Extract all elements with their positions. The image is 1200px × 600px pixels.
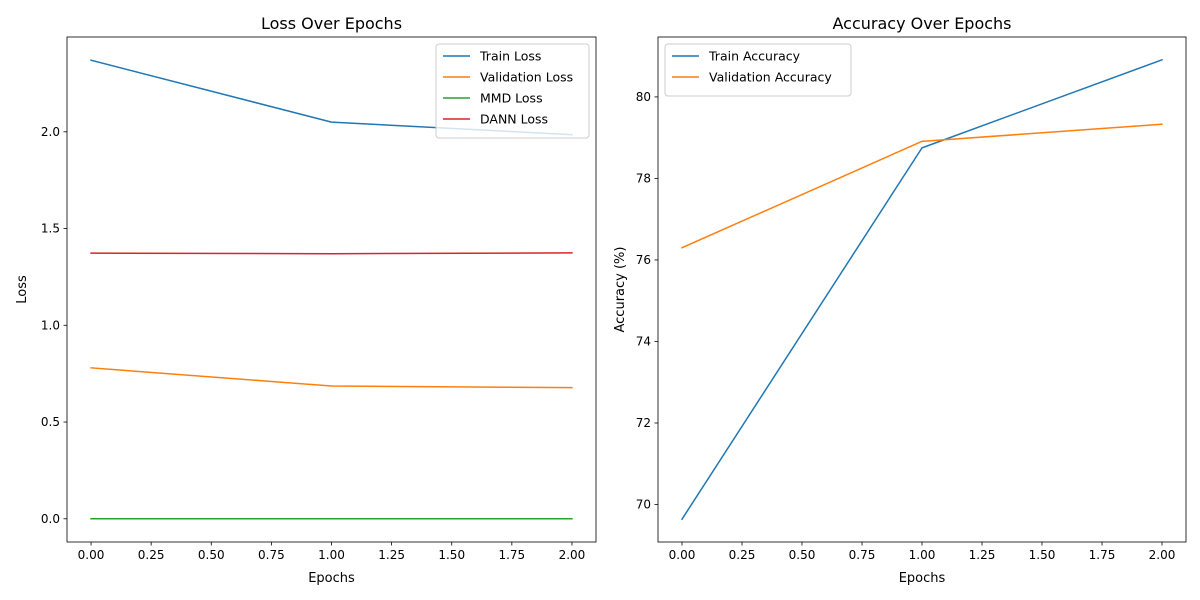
chart-2-x-tick-label: 1.25 bbox=[969, 548, 996, 562]
chart-2-x-tick-label: 0.75 bbox=[849, 548, 876, 562]
chart-1-legend-label: Validation Loss bbox=[480, 70, 573, 85]
chart-1-legend: Train Loss Validation Loss MMD Loss DANN Lo… bbox=[435, 43, 590, 139]
chart-2-y-tick-label: 78 bbox=[636, 171, 651, 185]
chart-1-y-tick-label: 2.0 bbox=[41, 125, 60, 139]
chart-2-y-tick-label: 72 bbox=[636, 416, 651, 430]
chart-2-legend-box bbox=[664, 43, 852, 97]
chart-1-series-line-4 bbox=[90, 252, 573, 255]
chart-1-x-tick-label: 0.00 bbox=[78, 548, 105, 562]
chart-2-x-tick-label: 0.25 bbox=[729, 548, 756, 562]
chart-2-x-tick-label: 1.50 bbox=[1029, 548, 1056, 562]
chart-1-x-tick-label: 0.50 bbox=[198, 548, 225, 562]
chart-2-y-axis-label: Accuracy (%) bbox=[613, 247, 628, 333]
chart-2-series-line-1 bbox=[680, 58, 1163, 521]
chart-1-x-tick-label: 0.25 bbox=[138, 548, 165, 562]
chart-2-series-line-2 bbox=[681, 123, 1163, 249]
chart-2: Accuracy Over Epochs 0.00 0.25 0.50 0.75 1.00… bbox=[613, 14, 1187, 586]
chart-1-x-tick-label: 1.25 bbox=[378, 548, 405, 562]
chart-1-x-tick-label: 1.00 bbox=[318, 548, 345, 562]
chart-2-y-tick-label: 74 bbox=[636, 334, 651, 348]
chart-1-y-tick-label: 0.5 bbox=[41, 415, 60, 429]
chart-2-y-tick-label: 70 bbox=[636, 498, 651, 512]
chart-1-x-tick-label: 1.75 bbox=[498, 548, 525, 562]
chart-1-y-tick-label: 0.0 bbox=[41, 512, 60, 526]
chart-2-x-tick-label: 1.75 bbox=[1089, 548, 1116, 562]
chart-1-y-axis-label: Loss bbox=[15, 275, 30, 304]
chart-2-y-tick-label: 80 bbox=[636, 90, 651, 104]
chart-1-legend-box bbox=[435, 43, 590, 139]
chart-2-x-tick-label: 0.50 bbox=[789, 548, 816, 562]
chart-2-legend-label: Validation Accuracy bbox=[709, 70, 832, 85]
chart-1-y-tick-label: 1.0 bbox=[41, 318, 60, 332]
chart-2-x-axis-label: Epochs bbox=[899, 571, 946, 586]
chart-1-legend-label: DANN Loss bbox=[480, 112, 548, 127]
chart-2-y-tick-label: 76 bbox=[636, 253, 651, 267]
chart-2-x-tick-label: 1.00 bbox=[909, 548, 936, 562]
chart-2-x-tick-label: 0.00 bbox=[669, 548, 696, 562]
chart-2-legend: Train Accuracy Validation Accuracy bbox=[664, 43, 852, 97]
chart-2-title: Accuracy Over Epochs bbox=[832, 14, 1011, 33]
chart-1-x-tick-label: 2.00 bbox=[559, 548, 586, 562]
chart-2-legend-label: Train Accuracy bbox=[708, 49, 801, 64]
chart-1-legend-label: Train Loss bbox=[479, 49, 541, 64]
chart-1-title: Loss Over Epochs bbox=[261, 14, 402, 33]
chart-1-x-tick-label: 1.50 bbox=[438, 548, 465, 562]
chart-2-x-tick-label: 2.00 bbox=[1149, 548, 1176, 562]
chart-1: Loss Over Epochs 0.00 0.25 0.50 0.75 1.00 1.25… bbox=[15, 14, 597, 586]
chart-1-legend-label: MMD Loss bbox=[480, 91, 543, 106]
chart-1-x-tick-label: 0.75 bbox=[258, 548, 285, 562]
chart-1-y-tick-label: 1.5 bbox=[41, 222, 60, 236]
chart-1-x-axis-label: Epochs bbox=[308, 571, 355, 586]
chart-2-axes-frame bbox=[657, 36, 1187, 543]
chart-1-series-line-2 bbox=[90, 367, 573, 389]
